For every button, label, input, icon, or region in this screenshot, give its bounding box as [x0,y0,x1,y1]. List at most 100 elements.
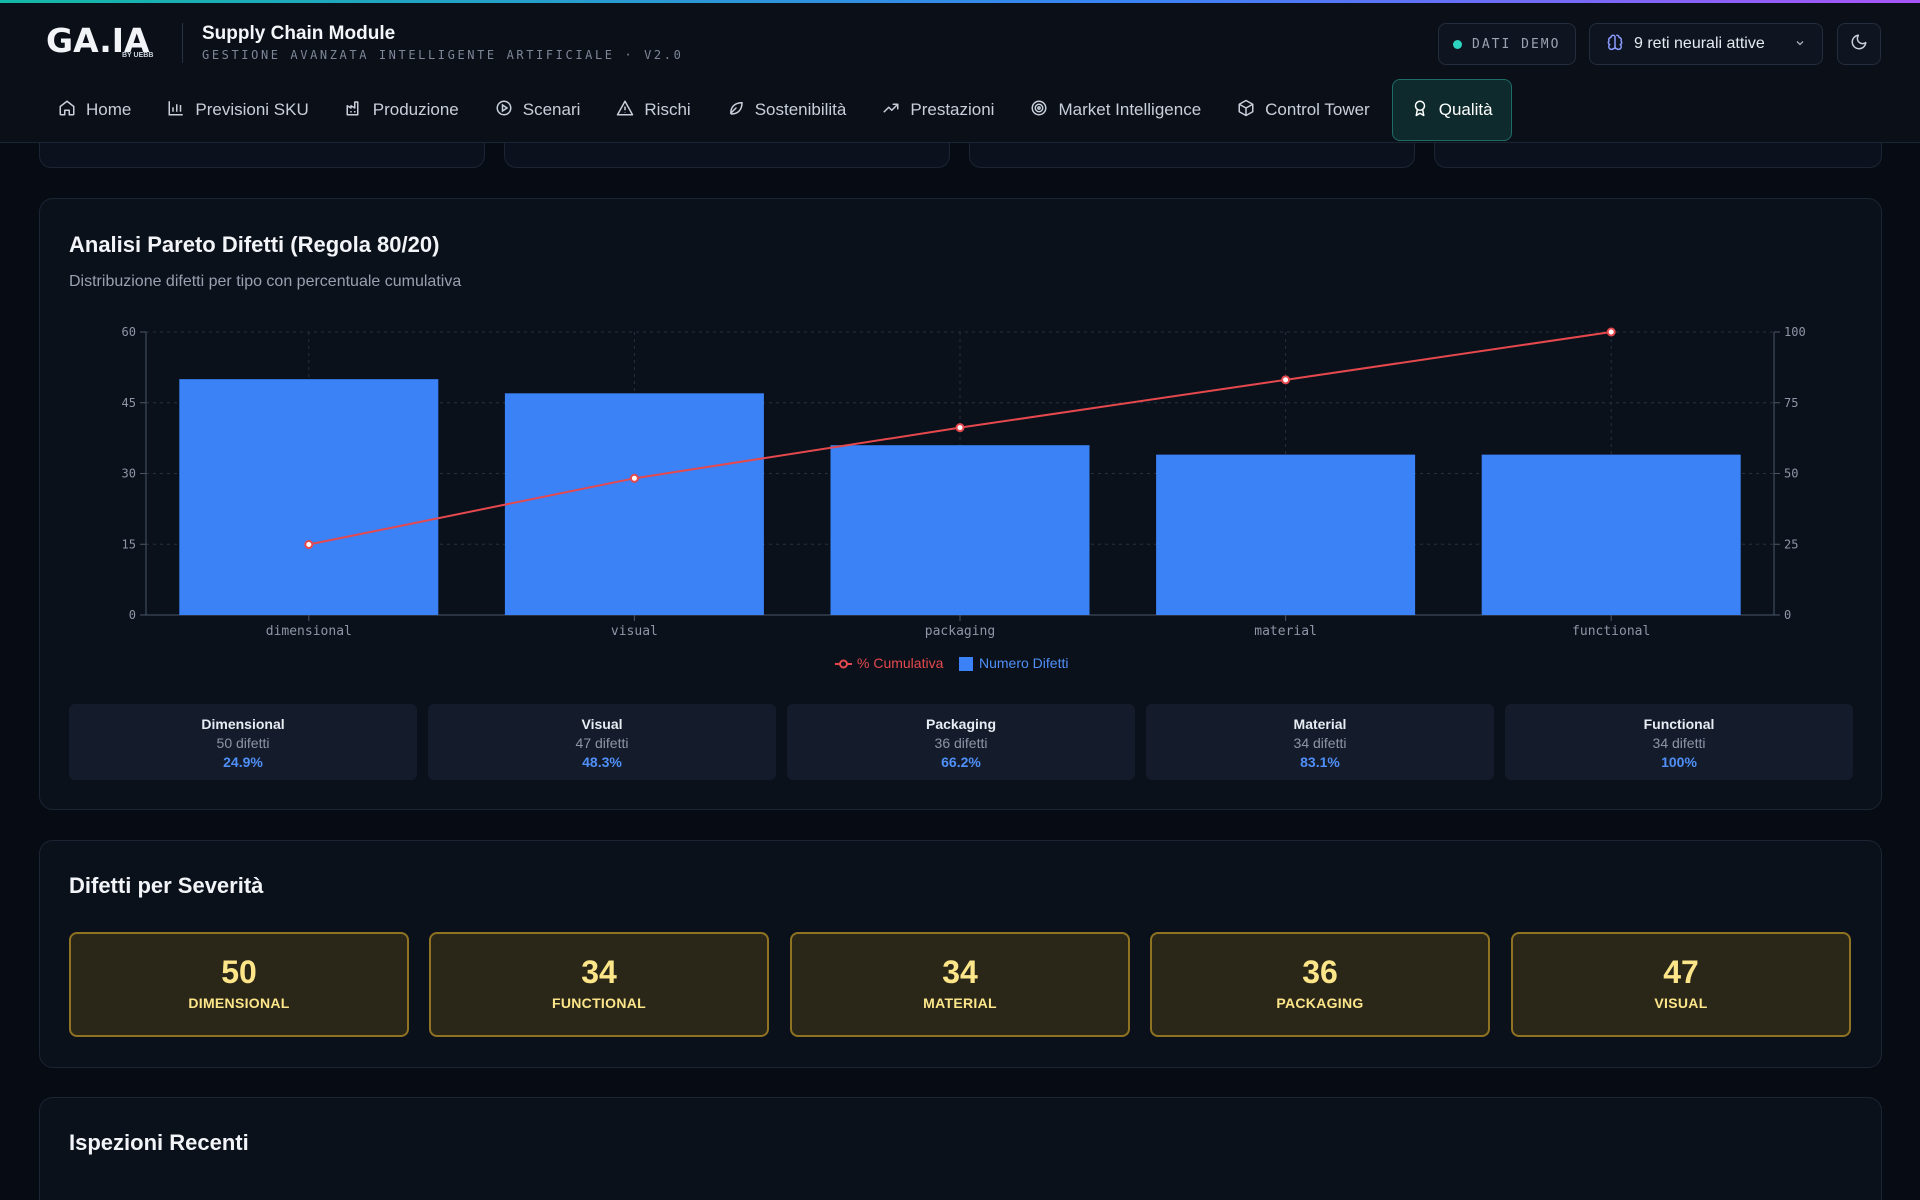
y-right-tick-label: 75 [1784,396,1798,410]
demo-data-badge: DATI DEMO [1438,23,1576,65]
severity-card: Difetti per Severità 50 DIMENSIONAL 34 F… [39,840,1882,1068]
stat-count: 50 difetti [216,735,270,751]
nav-item-home[interactable]: Home [40,79,149,141]
stat-count: 34 difetti [1652,735,1706,751]
stat-name: Packaging [925,716,997,732]
severity-label: MATERIAL [923,995,997,1011]
cumulative-point [955,423,965,433]
stat-name: Dimensional [201,716,285,732]
nav-item-scenari[interactable]: Scenari [477,79,599,141]
stat-count: 36 difetti [934,735,988,751]
nav-item-qualita[interactable]: Qualità [1391,79,1512,141]
nav-item-rischi[interactable]: Rischi [598,79,708,141]
app-header: GA.IA BY UEBB Supply Chain Module GESTIO… [0,3,1920,143]
nav-label: Qualità [1438,100,1493,119]
award-icon [1411,99,1429,122]
x-tick-label: functional [1572,624,1650,639]
inspections-title: Ispezioni Recenti [69,1130,249,1155]
nav-label: Sostenibilità [754,100,847,119]
severity-box-visual: 47 VISUAL [1511,932,1851,1037]
cumulative-point [629,473,639,483]
theme-toggle-button[interactable] [1837,23,1881,65]
pareto-stat-functional: Functional 34 difetti 100% [1505,704,1853,780]
inspections-card: Ispezioni Recenti [39,1097,1882,1200]
bar-functional [1481,454,1741,615]
pareto-stat-visual: Visual 47 difetti 48.3% [428,704,776,780]
pareto-chart: 0 15 30 45 60 0 25 50 75 100 dimensional visual pack… [122,325,1806,671]
stat-name: Visual [581,716,623,732]
bar-chart-icon [167,99,185,122]
nav-item-control-tower[interactable]: Control Tower [1219,79,1388,141]
severity-label: FUNCTIONAL [552,995,646,1011]
chevron-down-icon [1794,37,1806,52]
pareto-stat-material: Material 34 difetti 83.1% [1146,704,1494,780]
y-left-tick-label: 30 [122,467,136,481]
box-icon [1237,99,1255,122]
nav-label: Rischi [644,100,691,119]
y-left-tick-label: 45 [122,396,136,410]
stat-percent: 100% [1661,754,1697,770]
stat-percent: 66.2% [941,754,981,770]
nav-label: Home [86,100,132,119]
y-left-tick-label: 60 [122,325,136,339]
trending-up-icon [882,99,900,122]
y-right-tick-label: 0 [1784,608,1791,622]
nav-item-prestazioni[interactable]: Prestazioni [864,79,1012,141]
demo-badge-label: DATI DEMO [1472,36,1561,52]
play-circle-icon [495,99,513,122]
cumulative-point [304,540,314,550]
top-accent-line [0,0,1920,3]
nav-item-sostenibilita[interactable]: Sostenibilità [709,79,865,141]
severity-label: DIMENSIONAL [188,995,290,1011]
x-tick-label: material [1254,624,1317,639]
status-dot-icon [1453,39,1462,49]
x-tick-label: visual [611,624,658,639]
logo-byline: BY UEBB [122,52,154,59]
logo[interactable]: GA.IA [46,21,150,60]
legend-label-defects: Numero Difetti [979,655,1068,671]
header-divider [182,23,183,63]
severity-box-material: 34 MATERIAL [790,932,1130,1037]
pareto-title: Analisi Pareto Difetti (Regola 80/20) [69,232,440,257]
stat-count: 47 difetti [575,735,629,751]
y-left-tick-label: 0 [129,608,136,622]
y-left-tick-label: 15 [122,537,136,551]
stat-percent: 83.1% [1300,754,1340,770]
stat-name: Functional [1643,716,1715,732]
legend-bar-swatch [959,657,973,671]
neural-nets-dropdown[interactable]: 9 reti neurali attive [1589,23,1823,65]
stat-name: Material [1293,716,1347,732]
severity-count: 34 [942,954,978,990]
severity-count: 47 [1663,954,1699,990]
nav-label: Control Tower [1265,100,1370,119]
brain-icon [1606,33,1624,56]
stat-percent: 24.9% [223,754,263,770]
nav-item-produzione[interactable]: Produzione [327,79,477,141]
nav-label: Market Intelligence [1058,100,1202,119]
bar-material [1156,454,1416,615]
legend-line-marker [839,659,848,669]
nav-item-market-intelligence[interactable]: Market Intelligence [1012,79,1219,141]
nav-label: Scenari [522,100,581,119]
nav-label: Prestazioni [910,100,995,119]
x-tick-label: dimensional [266,624,352,639]
severity-count: 50 [221,954,257,990]
leaf-icon [727,99,745,122]
bar-packaging [830,445,1090,615]
moon-icon [1850,33,1868,56]
factory-icon [345,99,363,122]
bar-dimensional [179,379,439,615]
stat-count: 34 difetti [1293,735,1347,751]
severity-count: 34 [581,954,617,990]
pareto-card: Analisi Pareto Difetti (Regola 80/20) Di… [39,198,1882,810]
nav-item-previsioni-sku[interactable]: Previsioni SKU [149,79,326,141]
pareto-subtitle: Distribuzione difetti per tipo con perce… [69,273,462,290]
severity-box-functional: 34 FUNCTIONAL [429,932,769,1037]
severity-label: PACKAGING [1276,995,1364,1011]
pareto-stat-packaging: Packaging 36 difetti 66.2% [787,704,1135,780]
main-nav: Home Previsioni SKU Produzione Scenari R… [40,79,1512,143]
severity-label: VISUAL [1654,995,1708,1011]
stat-percent: 48.3% [582,754,622,770]
home-icon [58,99,76,122]
y-right-tick-label: 50 [1784,467,1798,481]
